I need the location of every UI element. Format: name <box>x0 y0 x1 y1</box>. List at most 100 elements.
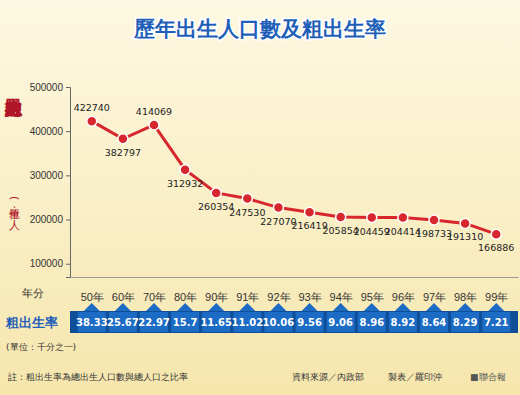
point <box>87 116 97 126</box>
x-tick: 94年 <box>330 277 353 303</box>
y-tick-label: 300000 <box>30 170 64 181</box>
x-tick: 50年 <box>81 277 104 303</box>
rate-box <box>389 312 417 332</box>
rate-box <box>451 312 479 332</box>
x-tick-label: 96年 <box>392 291 415 303</box>
x-tick-label: 90年 <box>205 291 228 303</box>
data-labels: 4227403827974140693129322603542475302270… <box>74 102 515 253</box>
rate-value: 8.92 <box>391 317 416 328</box>
y-tick-label: 500000 <box>30 82 64 93</box>
data-label: 382797 <box>105 147 141 158</box>
title: 歷年出生人口數及粗出生率 <box>133 17 386 41</box>
x-tick: 91年 <box>236 277 259 303</box>
rate-arrow <box>239 303 255 311</box>
y-tick-label: 100000 <box>30 258 64 269</box>
rate-box <box>420 312 448 332</box>
chart: 歷年出生人口數及粗出生率 100000 200000 300000 400000 5000… <box>0 0 520 395</box>
x-tick-label: 97年 <box>423 291 446 303</box>
rate-label: 粗出生率 <box>5 315 58 330</box>
rate-value: 22.97 <box>138 317 170 328</box>
rate-box <box>171 312 199 332</box>
rate-arrow <box>333 303 349 311</box>
source: 資料來源／內政部 <box>292 372 364 382</box>
data-label: 414069 <box>136 106 172 117</box>
x-tick: 96年 <box>392 277 415 303</box>
x-axis: 50年 60年 70年 80年 90年 91年 92年 93年 94年 95年 96年 97年 98年 9… <box>71 277 519 303</box>
point <box>180 165 190 175</box>
note: 註：粗出生率為總出生人口數與總人口之比率 <box>8 372 188 382</box>
y-axis: 100000 200000 300000 400000 500000 <box>30 82 71 278</box>
point <box>398 213 408 223</box>
data-label: 422740 <box>74 102 110 113</box>
point <box>491 229 501 239</box>
rate-value: 9.56 <box>297 317 322 328</box>
x-tick: 92年 <box>267 277 290 303</box>
rate-arrow <box>146 303 162 311</box>
x-tick: 95年 <box>361 277 384 303</box>
rate-arrow <box>426 303 442 311</box>
background <box>0 0 520 395</box>
rate-value: 11.65 <box>200 317 232 328</box>
rate-box <box>327 312 355 332</box>
x-tick: 97年 <box>423 277 446 303</box>
x-tick: 93年 <box>298 277 321 303</box>
point <box>336 212 346 222</box>
rate-arrow <box>84 303 100 311</box>
x-tick-label: 60年 <box>112 291 135 303</box>
x-tick-label: 95年 <box>361 291 384 303</box>
point <box>211 188 221 198</box>
rate-arrow <box>115 303 131 311</box>
x-tick: 80年 <box>174 277 197 303</box>
y-tick: 400000 <box>30 126 70 137</box>
rate-box <box>296 312 324 332</box>
rate-arrow <box>457 303 473 311</box>
x-tick: 99年 <box>485 277 508 303</box>
publisher: ■聯合報 <box>470 372 506 382</box>
x-tick-label: 94年 <box>330 291 353 303</box>
rate-strip <box>70 311 518 333</box>
rate-value: 9.06 <box>328 317 353 328</box>
y-tick: 500000 <box>30 82 70 93</box>
data-label: 312932 <box>167 178 203 189</box>
rate-box <box>482 312 510 332</box>
rate-value: 11.02 <box>232 317 264 328</box>
rate-row: 38.3325.6722.9715.711.6511.0210.069.569.… <box>70 303 518 333</box>
y-axis-unit: (單位：人) <box>8 196 21 231</box>
point <box>273 203 283 213</box>
rate-arrow <box>395 303 411 311</box>
rate-value: 8.29 <box>453 317 478 328</box>
rate-value: 7.21 <box>484 317 509 328</box>
plot-area <box>87 116 501 239</box>
x-tick: 98年 <box>454 277 477 303</box>
rate-value: 8.64 <box>422 317 447 328</box>
x-tick-label: 99年 <box>485 291 508 303</box>
rate-arrow <box>302 303 318 311</box>
x-tick: 70年 <box>143 277 166 303</box>
x-tick-label: 50年 <box>81 291 104 303</box>
rate-arrow <box>488 303 504 311</box>
rate-value: 10.06 <box>263 317 295 328</box>
y-tick-label: 400000 <box>30 126 64 137</box>
rate-arrow <box>177 303 193 311</box>
x-tick: 60年 <box>112 277 135 303</box>
x-axis-title: 年分 <box>22 287 44 300</box>
x-tick-label: 70年 <box>143 291 166 303</box>
credit: 製表／羅印沖 <box>388 372 442 382</box>
point <box>149 120 159 130</box>
data-label: 191310 <box>447 231 483 242</box>
data-label: 166886 <box>478 242 514 253</box>
y-tick-mark <box>66 87 70 88</box>
y-tick-label: 200000 <box>30 214 64 225</box>
point <box>460 218 470 228</box>
rate-arrow <box>270 303 286 311</box>
rate-value: 25.67 <box>107 317 139 328</box>
x-axis-line <box>71 277 519 278</box>
point <box>429 215 439 225</box>
point <box>242 194 252 204</box>
y-axis-line <box>66 88 71 278</box>
rate-value: 8.96 <box>359 317 384 328</box>
rate-arrow <box>208 303 224 311</box>
y-tick-mark <box>66 220 70 221</box>
x-tick-label: 92年 <box>267 291 290 303</box>
y-tick: 300000 <box>30 170 70 181</box>
